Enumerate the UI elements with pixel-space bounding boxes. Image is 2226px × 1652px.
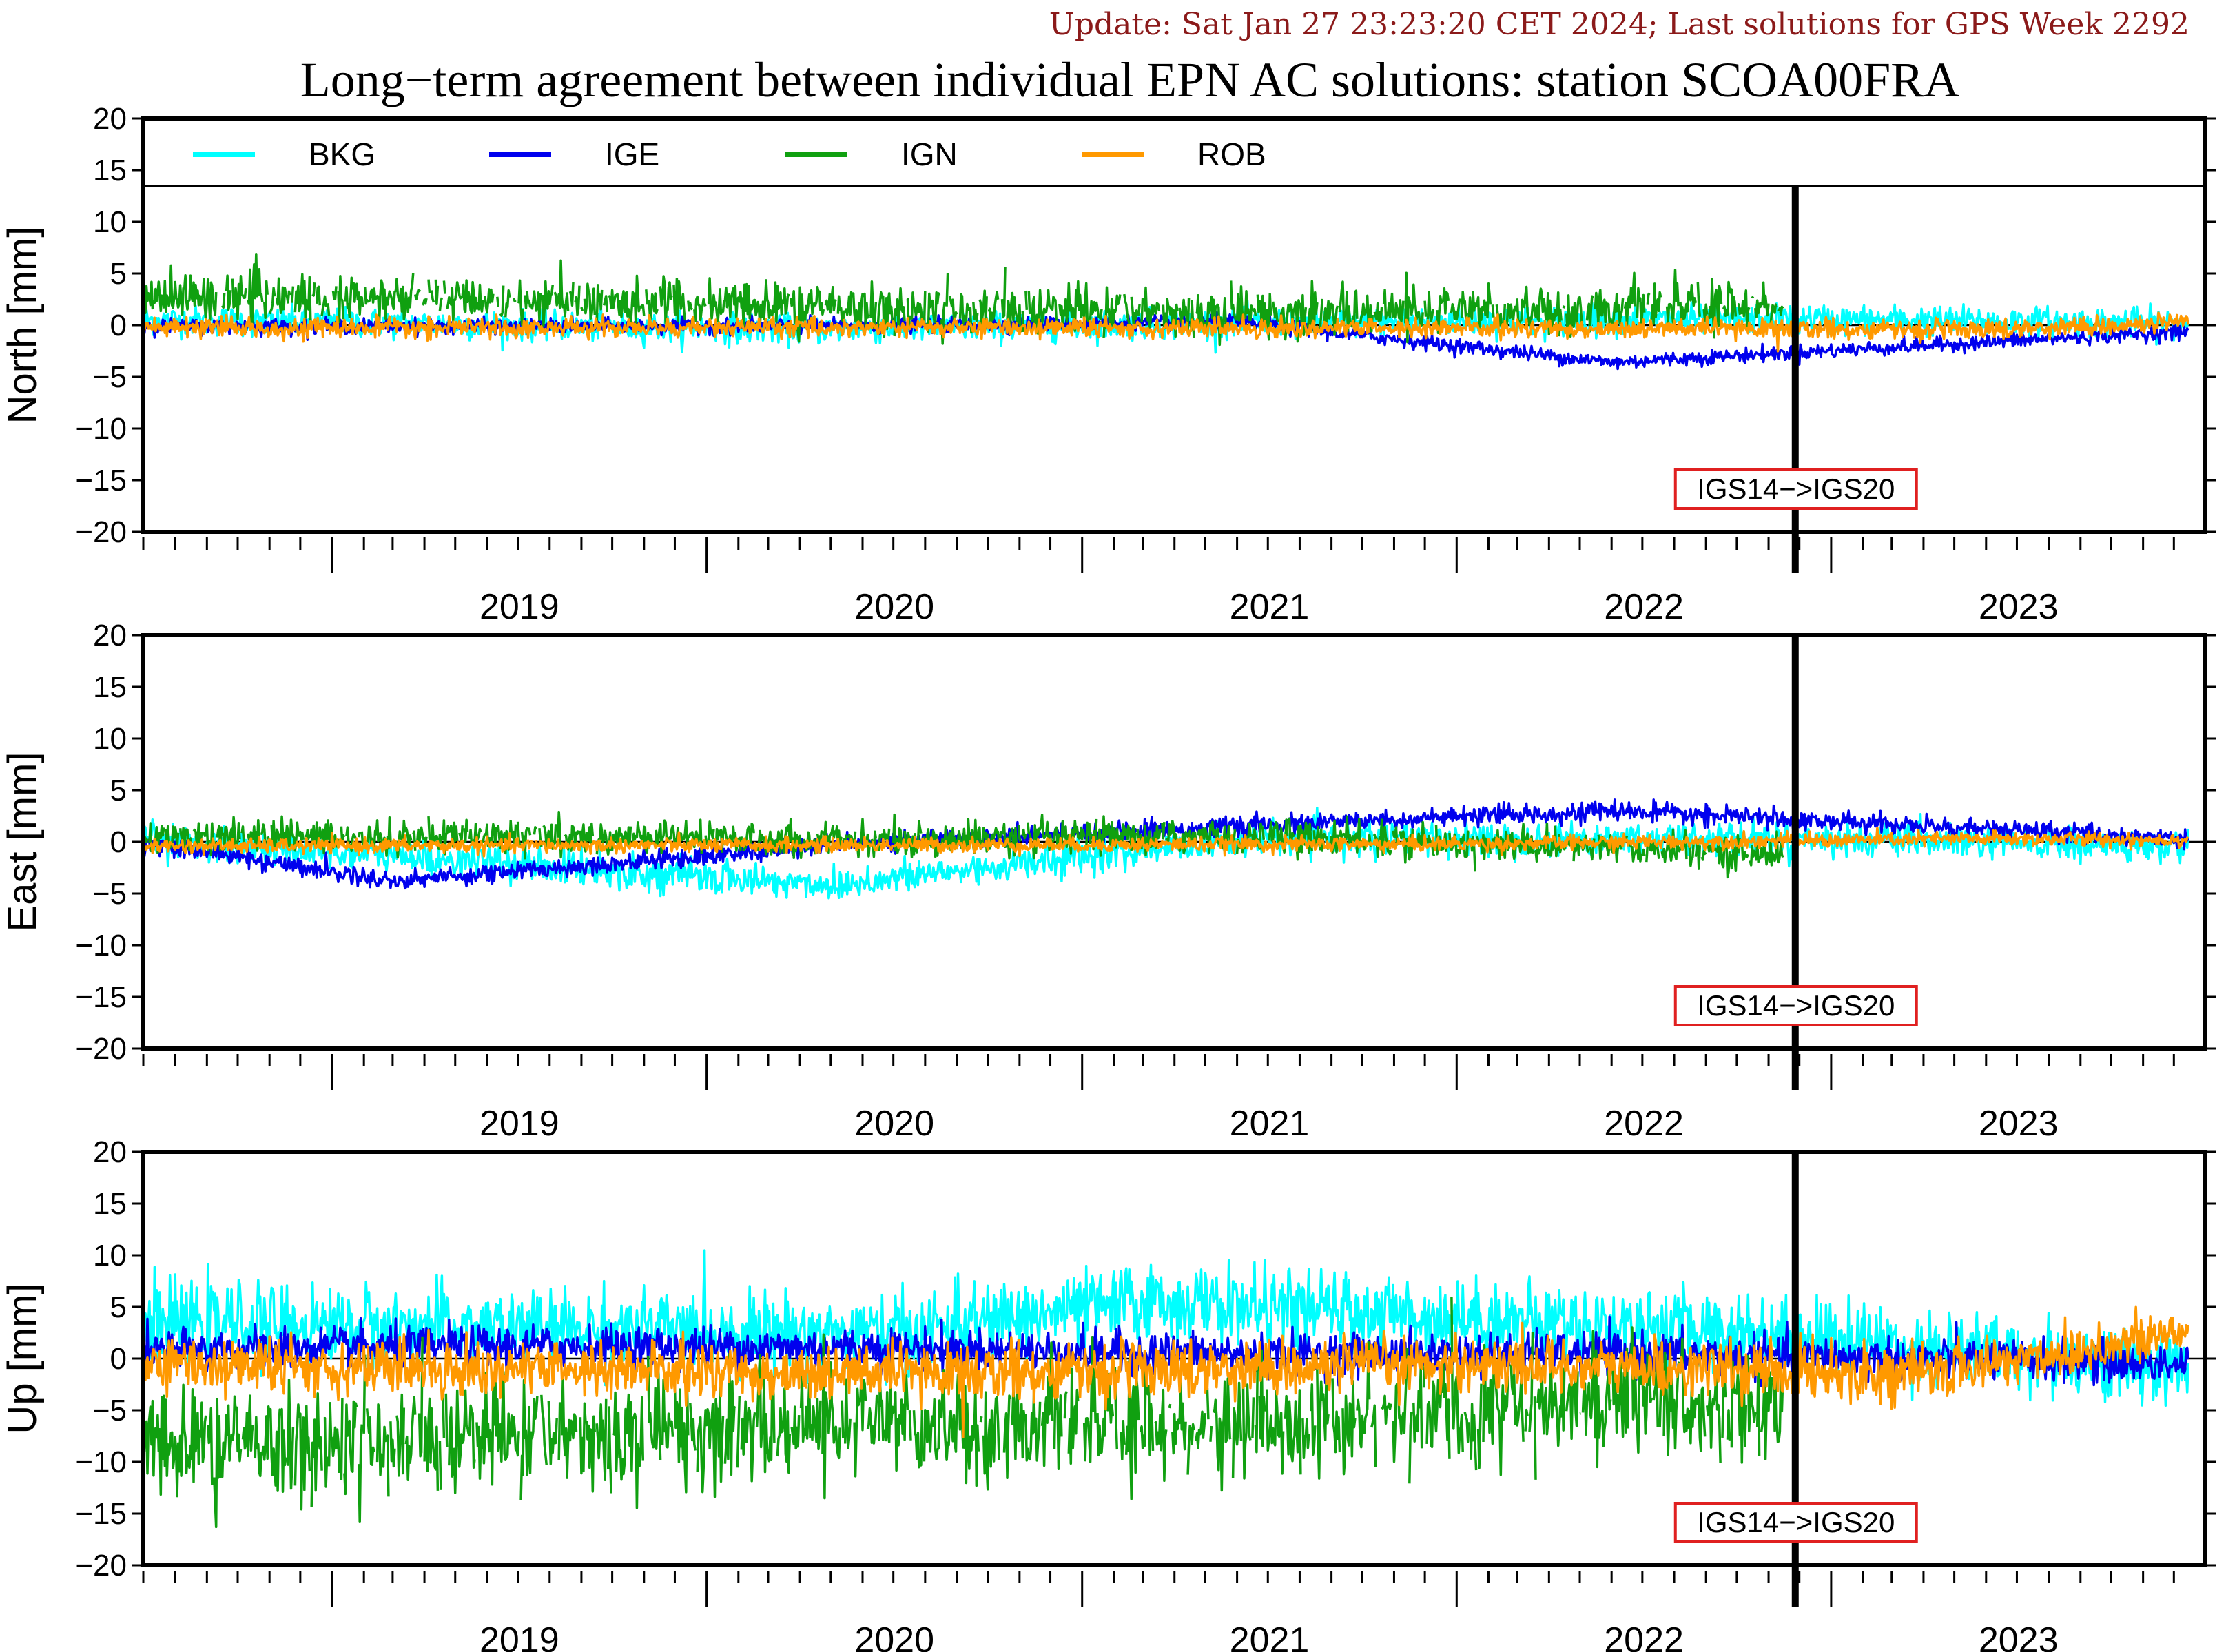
y-tick-label: −20 (75, 515, 127, 549)
y-axis-label: North [mm] (0, 227, 45, 424)
year-label: 2022 (1604, 1620, 1684, 1652)
year-label: 2021 (1230, 1620, 1310, 1652)
y-tick-label: 20 (93, 1135, 127, 1169)
y-tick-label: −5 (92, 877, 127, 911)
update-text: Update: Sat Jan 27 23:23:20 CET 2024; La… (1049, 7, 2189, 42)
legend-label-ige: IGE (605, 136, 659, 172)
series-group (143, 798, 2189, 900)
y-tick-label: −10 (75, 929, 127, 962)
series-line-ige (143, 798, 2189, 890)
panel-north: 20 15 10 5 0 −5 −10 −15 −20 North [mm] 2019 2020 202… (0, 102, 2216, 627)
y-tick-label: 20 (93, 102, 127, 136)
annotation-label: IGS14−>IGS20 (1697, 473, 1895, 505)
chart-title: Long−term agreement between individual E… (300, 52, 1959, 107)
series-line-rob (143, 826, 2189, 858)
y-tick-label: −20 (75, 1032, 127, 1066)
series-line-ign (143, 1297, 1784, 1529)
annotation-box (1673, 985, 1918, 1026)
y-tick-label: 20 (93, 619, 127, 652)
y-tick-label: 15 (93, 154, 127, 187)
annotation-label: IGS14−>IGS20 (1697, 1506, 1895, 1538)
year-label: 2021 (1230, 587, 1310, 627)
y-axis-label: East [mm] (0, 752, 45, 931)
series-line-ige (143, 1315, 2189, 1388)
year-label: 2023 (1979, 587, 2059, 627)
plot-frame (141, 633, 2207, 1051)
y-tick-label: −10 (75, 412, 127, 446)
year-label: 2020 (854, 587, 934, 627)
panel-east: 20 15 10 5 0 −5 −10 −15 −20 East [mm] 2019 2020 2021… (0, 619, 2216, 1144)
y-tick-label: 15 (93, 670, 127, 704)
annotation-box (1673, 1502, 1918, 1543)
y-tick-label: −15 (75, 464, 127, 497)
y-tick-label: 10 (93, 205, 127, 239)
legend-background (143, 118, 2205, 186)
year-label: 2021 (1230, 1104, 1310, 1144)
y-tick-label: 15 (93, 1187, 127, 1221)
y-tick-label: −15 (75, 980, 127, 1014)
year-label: 2019 (480, 587, 559, 627)
y-tick-label: −20 (75, 1549, 127, 1582)
series-group (143, 252, 2189, 371)
plot-frame (141, 116, 2207, 534)
series-line-rob (143, 311, 2189, 353)
y-tick-label: 10 (93, 722, 127, 756)
legend-label-rob: ROB (1197, 136, 1266, 172)
year-label: 2023 (1979, 1104, 2059, 1144)
y-tick-label: −5 (92, 360, 127, 394)
y-tick-label: 5 (110, 257, 127, 291)
y-tick-label: −10 (75, 1445, 127, 1479)
series-group (143, 1249, 2189, 1529)
year-label: 2022 (1604, 587, 1684, 627)
y-tick-label: 0 (110, 825, 127, 859)
plot-frame (141, 1150, 2207, 1567)
year-label: 2020 (854, 1104, 934, 1144)
y-tick-label: 10 (93, 1239, 127, 1272)
year-label: 2023 (1979, 1620, 2059, 1652)
y-axis-label: Up [mm] (0, 1283, 45, 1434)
y-tick-label: 0 (110, 309, 127, 342)
panel-up: 20 15 10 5 0 −5 −10 −15 −20 Up [mm] 2019 2020 2021 20… (0, 1135, 2216, 1652)
y-tick-label: 5 (110, 1290, 127, 1324)
y-tick-label: 5 (110, 774, 127, 807)
y-tick-label: 0 (110, 1342, 127, 1376)
year-label: 2022 (1604, 1104, 1684, 1144)
legend-label-bkg: BKG (309, 136, 375, 172)
y-tick-label: −15 (75, 1497, 127, 1531)
annotation-label: IGS14−>IGS20 (1697, 989, 1895, 1022)
year-label: 2019 (480, 1620, 559, 1652)
series-line-ign (143, 252, 1784, 347)
y-tick-label: −5 (92, 1394, 127, 1427)
year-label: 2020 (854, 1620, 934, 1652)
series-line-rob (143, 1305, 2189, 1438)
year-label: 2019 (480, 1104, 559, 1144)
legend-label-ign: IGN (901, 136, 958, 172)
annotation-box (1673, 468, 1918, 510)
